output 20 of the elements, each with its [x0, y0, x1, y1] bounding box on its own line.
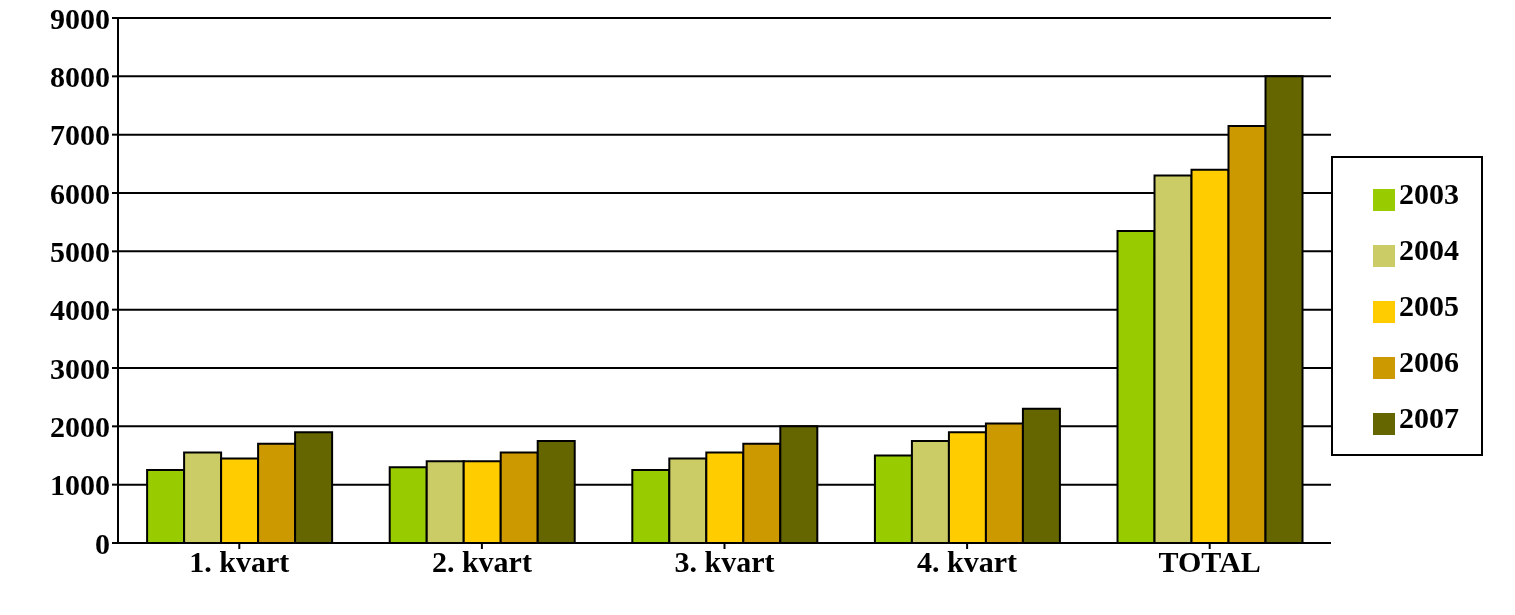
- x-tick-label: 3. kvart: [674, 545, 775, 579]
- legend-label: 2003: [1399, 176, 1459, 210]
- y-tick-label: 9000: [50, 1, 110, 35]
- x-tick-label: 2. kvart: [431, 545, 532, 579]
- y-tick-label: 2000: [50, 409, 110, 443]
- x-tick-label: TOTAL: [1158, 545, 1261, 579]
- y-tick-label: 0: [95, 526, 110, 560]
- x-tick-label: 1. kvart: [189, 545, 290, 579]
- x-tick-label: 4. kvart: [917, 545, 1018, 579]
- y-tick-label: 7000: [50, 118, 110, 152]
- y-tick-label: 5000: [50, 234, 110, 268]
- y-tick-label: 4000: [50, 293, 110, 327]
- y-tick-label: 8000: [50, 59, 110, 93]
- legend-label: 2006: [1399, 344, 1459, 378]
- legend-label: 2007: [1399, 400, 1459, 434]
- legend-label: 2004: [1399, 232, 1459, 266]
- y-tick-label: 6000: [50, 176, 110, 210]
- y-tick-label: 3000: [50, 351, 110, 385]
- y-tick-label: 1000: [50, 468, 110, 502]
- legend-label: 2005: [1399, 288, 1459, 322]
